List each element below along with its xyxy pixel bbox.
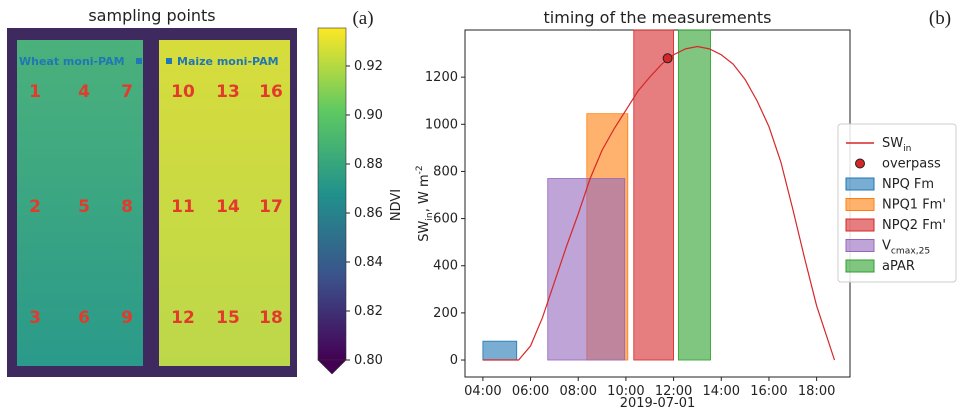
colorbar-tick-label: 0.82	[354, 303, 383, 318]
field-label: Maize moni-PAM	[177, 55, 279, 68]
colorbar-label: NDVI	[389, 189, 404, 221]
sampling-point: 4	[78, 82, 90, 102]
sampling-point: 3	[29, 308, 41, 328]
figure: sampling points (a) Wheat moni-PAM Maize mo…	[0, 0, 958, 410]
sampling-point: 5	[78, 197, 90, 217]
sampling-point: 15	[216, 308, 240, 328]
legend-swatch	[846, 178, 874, 190]
legend-label: NPQ Fm	[882, 177, 934, 192]
legend-label: NPQ2 Fm'	[882, 218, 946, 233]
sampling-point: 13	[216, 82, 240, 102]
sensor-marker	[136, 58, 142, 64]
sampling-point: 6	[78, 308, 90, 328]
sampling-point: 18	[259, 308, 283, 328]
legend-swatch	[846, 199, 874, 211]
legend-label: aPAR	[882, 259, 915, 274]
panel-title: sampling points	[88, 6, 215, 25]
legend-label: NPQ1 Fm'	[882, 197, 946, 212]
sensor-marker	[166, 58, 172, 64]
panel-title: timing of the measurements	[544, 8, 772, 27]
colorbar-tick-label: 0.90	[354, 107, 383, 122]
x-tick-label: 18:00	[798, 384, 835, 399]
x-tick-label: 06:00	[512, 384, 549, 399]
x-tick-label: 10:00	[607, 384, 644, 399]
sampling-point: 8	[121, 197, 133, 217]
colorbar-tick-label: 0.84	[354, 254, 383, 269]
y-tick-label: 200	[433, 305, 458, 320]
colorbar-tick-label: 0.92	[354, 58, 383, 73]
sampling-point: 12	[171, 308, 195, 328]
y-tick-label: 800	[433, 164, 458, 179]
x-tick-label: 04:00	[464, 384, 501, 399]
x-tick-label: 16:00	[750, 384, 787, 399]
panel-label: (b)	[929, 8, 951, 29]
x-tick-label: 12:00	[655, 384, 692, 399]
y-axis-label: SWin, W m-2	[415, 165, 435, 241]
colorbar-tick-label: 0.80	[354, 353, 383, 368]
bar	[634, 30, 674, 360]
sampling-point: 9	[121, 308, 133, 328]
colorbar-tick-label: 0.88	[354, 156, 383, 171]
bar	[678, 30, 710, 360]
colorbar-tick-label: 0.86	[354, 205, 383, 220]
colorbar	[318, 28, 346, 360]
sampling-point: 10	[171, 82, 195, 102]
x-tick-label: 14:00	[703, 384, 740, 399]
legend-swatch	[846, 240, 874, 252]
y-tick-label: 400	[433, 258, 458, 273]
colorbar-extend	[318, 360, 346, 374]
legend-label: overpass	[882, 156, 941, 171]
sampling-point: 17	[259, 197, 283, 217]
sampling-point: 14	[216, 197, 240, 217]
y-tick-label: 0	[450, 353, 458, 368]
sampling-point: 1	[29, 82, 41, 102]
y-tick-label: 1000	[425, 117, 458, 132]
sampling-point: 2	[29, 197, 41, 217]
sampling-point: 11	[171, 197, 195, 217]
sampling-point: 16	[259, 82, 283, 102]
y-tick-label: 600	[433, 211, 458, 226]
y-tick-label: 1200	[425, 70, 458, 85]
x-tick-label: 08:00	[560, 384, 597, 399]
point	[663, 54, 672, 63]
bars	[483, 30, 711, 360]
sampling-point: 7	[121, 82, 133, 102]
legend-swatch	[856, 159, 865, 168]
legend-swatch	[846, 260, 874, 272]
field-label: Wheat moni-PAM	[19, 55, 125, 68]
panel-label: (a)	[352, 8, 373, 29]
bar	[483, 341, 517, 360]
legend-swatch	[846, 219, 874, 231]
